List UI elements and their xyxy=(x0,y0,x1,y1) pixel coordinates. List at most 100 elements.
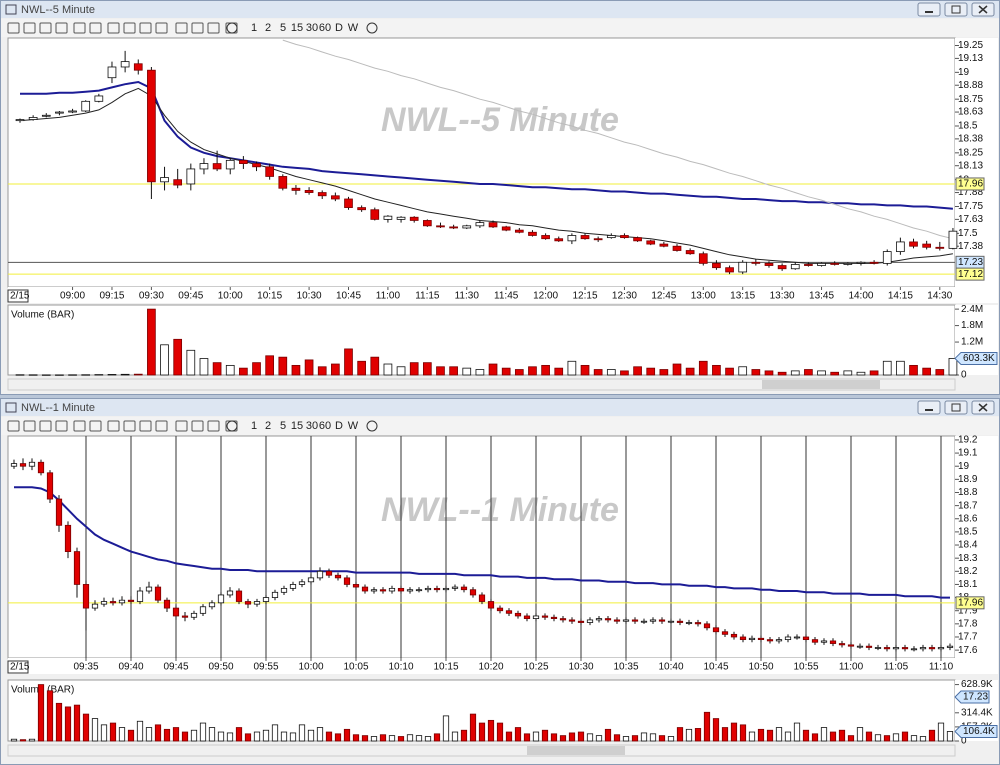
period-button[interactable]: 60 xyxy=(319,22,331,34)
candle-body xyxy=(55,498,63,526)
scrollbar-thumb[interactable] xyxy=(527,746,625,755)
toolbar-icon[interactable] xyxy=(107,22,120,34)
volume-bar xyxy=(649,733,657,742)
candle-body xyxy=(409,216,419,221)
scrollbar-thumb[interactable] xyxy=(762,380,880,389)
toolbar-icon[interactable] xyxy=(175,22,188,34)
scrollbar[interactable] xyxy=(7,378,956,391)
remove-icon[interactable] xyxy=(366,420,378,432)
toolbar-icon[interactable] xyxy=(139,420,152,432)
candle-body xyxy=(751,261,761,264)
candle-body xyxy=(271,591,279,598)
minimize-button[interactable] xyxy=(917,400,941,415)
volume-bar xyxy=(475,369,485,376)
candle-body xyxy=(298,581,306,585)
toolbar-icon[interactable] xyxy=(191,22,204,34)
period-button[interactable]: 60 xyxy=(319,420,331,432)
candle-body xyxy=(901,647,909,650)
x-tick-label: 2/15 xyxy=(10,291,30,302)
y-tick-label: 17.8 xyxy=(958,618,978,629)
toolbar-icon[interactable] xyxy=(7,420,20,432)
period-button[interactable]: 30 xyxy=(306,420,318,432)
candle-body xyxy=(883,647,891,650)
toolbar-icon[interactable] xyxy=(23,22,36,34)
toolbar-icon[interactable] xyxy=(139,22,152,34)
period-button[interactable]: 1 xyxy=(251,22,257,34)
volume-bar xyxy=(304,359,314,376)
period-button[interactable]: D xyxy=(335,420,343,432)
toolbar-icon[interactable] xyxy=(39,22,52,34)
volume-bar xyxy=(235,727,243,742)
toolbar-icon[interactable] xyxy=(155,22,168,34)
toolbar-icon[interactable] xyxy=(207,420,220,432)
y-tick-label: 18.25 xyxy=(958,147,983,158)
toolbar-icon[interactable] xyxy=(155,420,168,432)
candle-body xyxy=(843,262,853,265)
toolbar-icon[interactable] xyxy=(123,420,136,432)
clock-icon[interactable] xyxy=(226,420,238,432)
period-button[interactable]: 1 xyxy=(251,420,257,432)
period-button[interactable]: 15 xyxy=(291,420,303,432)
toolbar-icon[interactable] xyxy=(23,420,36,432)
volume-bar xyxy=(559,735,567,742)
period-button[interactable]: 5 xyxy=(280,420,286,432)
scrollbar[interactable] xyxy=(7,744,956,757)
toolbar-icon[interactable] xyxy=(175,420,188,432)
volume-bar xyxy=(541,364,550,376)
period-button[interactable]: D xyxy=(335,22,343,34)
toolbar-icon[interactable] xyxy=(73,420,86,432)
x-tick-label: 13:00 xyxy=(691,291,716,302)
toolbar-icon[interactable] xyxy=(123,22,136,34)
toolbar-icon[interactable] xyxy=(107,420,120,432)
x-tick-label: 12:15 xyxy=(573,291,598,302)
toolbar-icon[interactable] xyxy=(191,420,204,432)
x-tick-label: 09:15 xyxy=(99,291,124,302)
period-button[interactable]: 2 xyxy=(265,420,271,432)
candle-body xyxy=(496,607,504,612)
period-button[interactable]: W xyxy=(348,22,359,34)
candle-body xyxy=(712,262,721,269)
period-button[interactable]: 2 xyxy=(265,22,271,34)
remove-icon[interactable] xyxy=(366,22,378,34)
volume-bar xyxy=(757,728,765,742)
candle-body xyxy=(265,166,275,177)
x-tick-label: 09:45 xyxy=(163,662,188,673)
volume-bar xyxy=(451,731,459,742)
toolbar-icon[interactable] xyxy=(39,420,52,432)
watermark: NWL--1 Minute xyxy=(381,491,619,529)
toolbar-icon[interactable] xyxy=(7,22,20,34)
period-button[interactable]: 15 xyxy=(291,22,303,34)
minimize-button[interactable] xyxy=(917,2,941,17)
toolbar-icon[interactable] xyxy=(73,22,86,34)
volume-bar xyxy=(82,713,90,742)
volume-bar xyxy=(764,370,774,376)
toolbar-icon[interactable] xyxy=(207,22,220,34)
x-tick-label: 13:15 xyxy=(730,291,755,302)
candle-body xyxy=(541,615,549,618)
candle-body xyxy=(449,226,458,229)
volume-bar xyxy=(948,358,958,376)
period-button[interactable]: 30 xyxy=(306,22,318,34)
y-tick-label: 17.6 xyxy=(958,645,978,656)
clock-icon[interactable] xyxy=(226,22,238,34)
candle-body xyxy=(225,159,235,170)
volume-bar xyxy=(118,727,126,742)
x-tick-label: 09:40 xyxy=(118,662,143,673)
period-button[interactable]: 5 xyxy=(280,22,286,34)
volume-tick-label: 1.8M xyxy=(961,320,983,331)
x-tick-label: 10:50 xyxy=(748,662,773,673)
maximize-button[interactable] xyxy=(944,2,968,17)
candle-body xyxy=(694,622,702,625)
x-tick-label: 11:30 xyxy=(455,291,480,302)
toolbar-icon[interactable] xyxy=(55,420,68,432)
toolbar-icon[interactable] xyxy=(55,22,68,34)
volume-bar xyxy=(68,374,77,376)
x-tick-label: 10:00 xyxy=(298,662,323,673)
x-tick-label: 10:40 xyxy=(658,662,683,673)
window-title: NWL--5 Minute xyxy=(21,4,95,16)
maximize-button[interactable] xyxy=(944,400,968,415)
candle-body xyxy=(856,645,864,648)
period-button[interactable]: W xyxy=(348,420,359,432)
toolbar-icon[interactable] xyxy=(89,420,102,432)
toolbar-icon[interactable] xyxy=(89,22,102,34)
